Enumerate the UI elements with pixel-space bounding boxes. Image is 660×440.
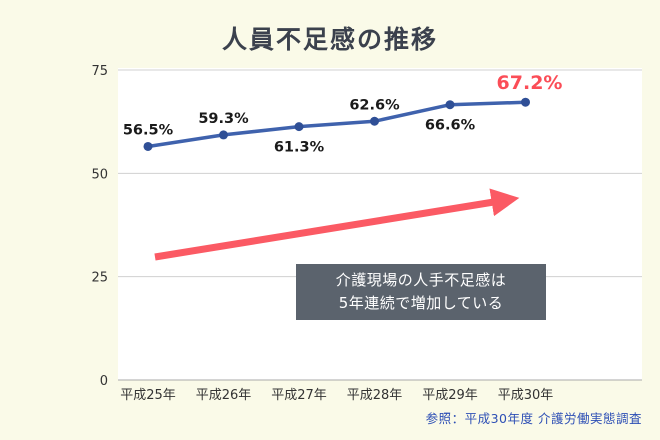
x-tick-label: 平成26年 [196, 388, 252, 403]
data-point [294, 122, 304, 132]
annotation-line-1: 介護現場の人手不足感は [335, 270, 507, 289]
x-tick-label: 平成27年 [271, 388, 327, 403]
y-tick-label: 0 [100, 374, 108, 389]
y-tick-label: 25 [91, 271, 108, 286]
data-point [143, 141, 153, 151]
data-label: 62.6% [349, 97, 400, 113]
data-label-highlight: 67.2% [497, 72, 563, 94]
annotation-box: 介護現場の人手不足感は 5年連続で増加している [296, 264, 546, 320]
data-label: 66.6% [425, 118, 476, 134]
data-label: 61.3% [274, 140, 325, 156]
data-point [445, 100, 455, 110]
y-tick-label: 50 [91, 167, 108, 182]
x-tick-label: 平成28年 [347, 388, 403, 403]
x-tick-label: 平成29年 [422, 388, 478, 403]
chart-title: 人員不足感の推移 [221, 25, 438, 54]
data-label: 59.3% [198, 111, 249, 127]
trend-line [146, 100, 528, 149]
data-label: 56.5% [123, 122, 174, 138]
data-point [219, 130, 228, 140]
annotation-line-2: 5年連続で増加している [338, 294, 504, 312]
data-point [521, 97, 530, 107]
x-tick-label: 平成30年 [498, 388, 554, 403]
trend-arrow [154, 188, 520, 261]
data-point [370, 116, 379, 126]
y-tick-label: 75 [91, 64, 108, 79]
x-tick-label: 平成25年 [120, 388, 176, 403]
source-note: 参照：平成30年度 介護労働実態調査 [425, 411, 642, 426]
